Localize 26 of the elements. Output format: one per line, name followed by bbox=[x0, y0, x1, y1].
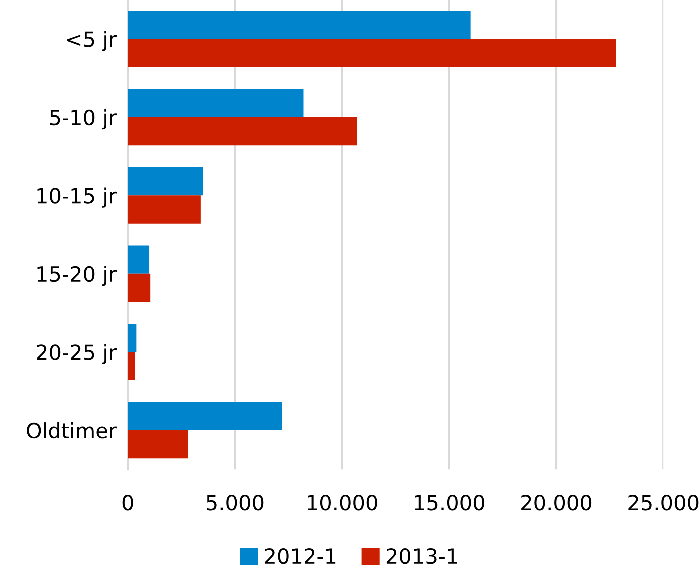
y-tick-label: <5 jr bbox=[68, 31, 117, 52]
x-tick-label: 0 bbox=[122, 494, 134, 511]
bar bbox=[128, 89, 304, 118]
bar bbox=[128, 10, 471, 40]
bar bbox=[128, 167, 204, 196]
x-tick-label: 10.000 bbox=[308, 494, 378, 511]
x-tick-label: 25.000 bbox=[628, 494, 699, 511]
x-tick-label: 5.000 bbox=[206, 494, 264, 511]
bar bbox=[128, 196, 201, 224]
bar bbox=[128, 117, 358, 146]
y-tick-label: Oldtimer bbox=[27, 422, 117, 439]
legend-label: 2013-1 bbox=[386, 548, 458, 564]
bar bbox=[128, 352, 136, 380]
x-tick-label: 15.000 bbox=[415, 494, 484, 511]
y-tick-label: 10-15 jr bbox=[38, 188, 117, 208]
bar bbox=[128, 324, 137, 352]
bar bbox=[128, 246, 150, 274]
y-tick-label: 15-20 jr bbox=[38, 266, 117, 286]
legend-label: 2012-1 bbox=[265, 548, 336, 564]
bar bbox=[128, 274, 151, 302]
bar bbox=[128, 402, 282, 430]
bar bbox=[128, 430, 188, 459]
y-tick-label: 20-25 jr bbox=[37, 344, 117, 364]
bar bbox=[128, 39, 616, 68]
y-tick-label: 5-10 jr bbox=[50, 109, 117, 130]
x-tick-label: 20.000 bbox=[522, 494, 592, 511]
